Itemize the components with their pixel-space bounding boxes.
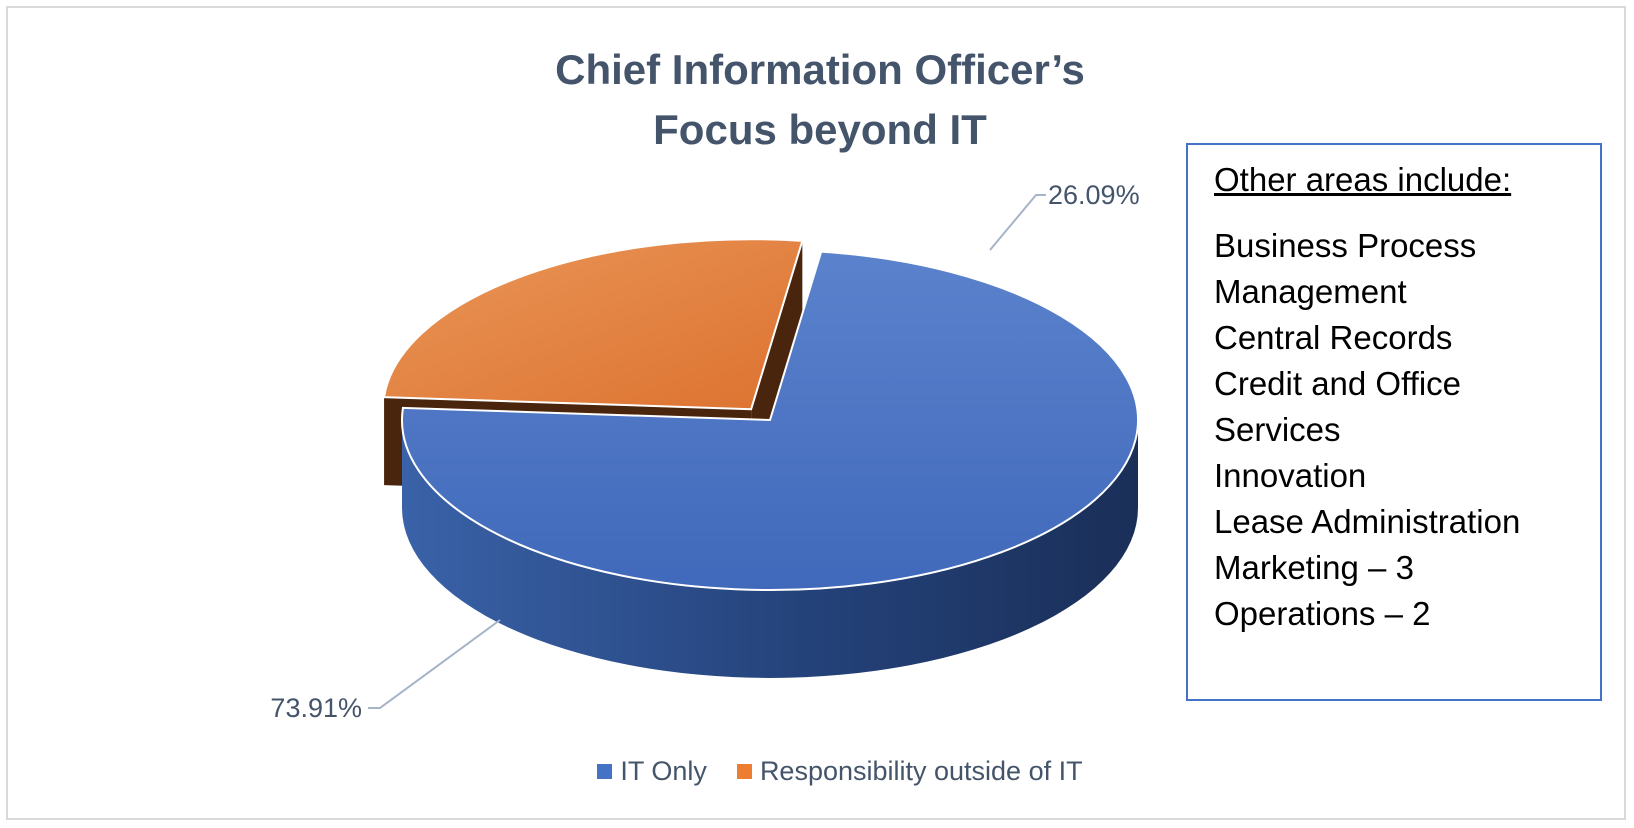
list-item: Lease Administration <box>1214 503 1521 540</box>
data-label-outside-it: 26.09% <box>1048 180 1140 210</box>
legend-swatch-outside-it <box>736 764 752 779</box>
list-item: Innovation <box>1214 457 1367 494</box>
chart-legend: IT Only Responsibility outside of IT <box>560 756 1120 787</box>
legend-item-it-only: IT Only <box>597 756 707 787</box>
chart-title: Chief Information Officer’s Focus beyond… <box>340 40 1300 160</box>
list-item: Management <box>1214 273 1407 310</box>
data-label-it-only: 73.91% <box>270 693 362 723</box>
pie-side-it-only <box>402 420 1138 678</box>
chart-title-line-1: Chief Information Officer’s <box>555 46 1085 93</box>
list-item: Credit and Office <box>1214 365 1462 402</box>
leader-line-it-only <box>368 619 501 709</box>
list-item: Operations – 2 <box>1214 595 1431 632</box>
legend-label-it-only: IT Only <box>620 756 707 786</box>
pie-slice-outside-it <box>382 238 804 411</box>
other-areas-list: Business Process Management Central Reco… <box>1214 223 1600 637</box>
list-item: Marketing – 3 <box>1214 549 1414 586</box>
legend-label-outside-it: Responsibility outside of IT <box>759 756 1083 786</box>
list-item: Central Records <box>1214 319 1453 356</box>
list-item: Business Process <box>1214 227 1477 264</box>
legend-item-outside-it: Responsibility outside of IT <box>736 756 1083 787</box>
other-areas-box: Other areas include: Business Process Ma… <box>1186 143 1602 701</box>
leader-line-outside-it <box>989 194 1046 251</box>
chart-title-line-2: Focus beyond IT <box>653 106 987 153</box>
legend-swatch-it-only <box>597 764 613 779</box>
pie-slice-it-only <box>401 250 1139 591</box>
other-areas-heading: Other areas include: <box>1214 161 1512 198</box>
list-item: Services <box>1214 411 1341 448</box>
